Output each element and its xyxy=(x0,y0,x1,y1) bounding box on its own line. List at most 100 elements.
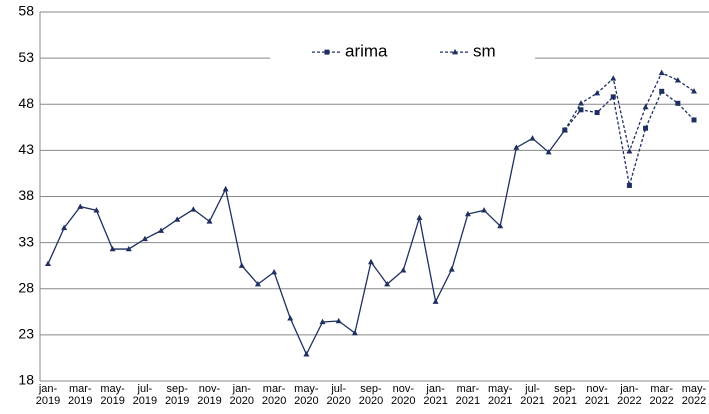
marker xyxy=(222,185,229,192)
x-tick-label-box: jan-2022 xyxy=(617,383,642,407)
marker xyxy=(287,315,294,321)
x-tick-label-box: may-2020 xyxy=(294,383,319,407)
marker xyxy=(675,100,681,106)
x-tick-label-box: may-2021 xyxy=(487,383,513,407)
marker xyxy=(158,227,165,233)
marker xyxy=(610,75,617,81)
x-tick-label-box: nov-2021 xyxy=(584,383,610,407)
x-tick-label-box: may-2022 xyxy=(681,383,707,407)
y-tick-label: 43 xyxy=(18,141,34,157)
y-tick-label: 18 xyxy=(18,372,34,388)
x-tick-label: nov-2020 xyxy=(391,383,416,407)
marker xyxy=(351,329,358,336)
x-tick-label: sep-2019 xyxy=(164,383,190,407)
legend-label: arima xyxy=(345,42,388,61)
x-tick-label: jul-2021 xyxy=(520,383,545,407)
x-tick-label-box: may-2019 xyxy=(100,383,125,407)
x-tick-label: mar-2022 xyxy=(649,383,674,407)
x-tick-label-box: nov-2020 xyxy=(391,383,416,407)
x-tick-label-box: mar-2022 xyxy=(649,383,674,407)
marker xyxy=(45,260,51,267)
x-tick-label: mar-2019 xyxy=(68,383,93,407)
marker xyxy=(448,266,455,272)
y-tick-label: 28 xyxy=(18,279,34,295)
x-tick-label: mar-2021 xyxy=(455,383,481,407)
y-tick-label: 48 xyxy=(18,95,34,111)
legend-label: sm xyxy=(473,42,496,61)
marker xyxy=(384,280,391,287)
marker xyxy=(174,216,181,222)
marker xyxy=(254,280,261,287)
y-tick-label: 38 xyxy=(18,187,34,203)
marker xyxy=(643,125,649,131)
marker xyxy=(109,245,116,252)
x-tick-label: jan-2021 xyxy=(423,383,448,407)
marker xyxy=(432,298,439,304)
marker xyxy=(497,222,504,229)
x-tick-label-box: jan-2021 xyxy=(423,383,448,407)
x-tick-label-box: mar-2021 xyxy=(455,383,481,407)
marker xyxy=(674,77,681,83)
marker xyxy=(691,117,697,123)
x-tick-label-box: jul-2021 xyxy=(520,383,545,407)
marker xyxy=(271,268,278,275)
marker xyxy=(324,49,330,55)
marker xyxy=(125,245,132,252)
marker xyxy=(206,218,213,224)
marker xyxy=(642,103,649,110)
marker xyxy=(335,317,342,324)
y-tick-label: 33 xyxy=(18,233,34,249)
x-tick-label-box: sep-2020 xyxy=(358,383,384,407)
marker xyxy=(626,148,633,154)
x-tick-label: mar-2020 xyxy=(261,383,287,407)
y-tick-label: 23 xyxy=(18,326,34,342)
marker xyxy=(93,207,100,213)
marker xyxy=(658,69,665,76)
marker xyxy=(577,100,584,106)
x-tick-label-box: sep-2019 xyxy=(164,383,190,407)
y-tick-label: 58 xyxy=(18,3,34,19)
x-tick-label: may-2021 xyxy=(487,383,513,407)
x-tick-label: jul-2020 xyxy=(326,383,351,407)
marker xyxy=(303,351,310,357)
series-line xyxy=(564,72,695,154)
marker xyxy=(77,203,84,209)
marker xyxy=(416,214,423,220)
x-tick-label-box: sep-2021 xyxy=(552,383,578,407)
series-line xyxy=(564,90,695,186)
marker xyxy=(141,235,148,242)
marker xyxy=(626,182,632,188)
marker xyxy=(400,267,407,273)
marker xyxy=(610,94,616,100)
marker xyxy=(481,207,488,213)
x-tick-label: may-2022 xyxy=(681,383,707,407)
x-tick-label-box: mar-2020 xyxy=(261,383,287,407)
marker xyxy=(319,318,326,325)
marker xyxy=(238,262,245,268)
x-tick-label-box: jul-2020 xyxy=(326,383,351,407)
marker xyxy=(545,149,552,155)
legend-background xyxy=(270,44,535,73)
x-tick-label: sep-2020 xyxy=(358,383,384,407)
y-tick-label: 53 xyxy=(18,49,34,65)
marker xyxy=(61,224,68,231)
x-tick-label: may-2020 xyxy=(294,383,319,407)
x-tick-label: jan-2022 xyxy=(617,383,642,407)
x-tick-label-box: jul-2019 xyxy=(132,383,158,407)
x-tick-label: nov-2019 xyxy=(197,383,222,407)
x-tick-label-box: jan-2019 xyxy=(36,383,60,407)
marker xyxy=(368,258,374,265)
marker xyxy=(691,88,697,94)
marker xyxy=(464,210,471,217)
x-tick-label-box: mar-2019 xyxy=(68,383,93,407)
x-tick-label: may-2019 xyxy=(100,383,125,407)
x-tick-label: sep-2021 xyxy=(552,383,578,407)
marker xyxy=(513,144,520,150)
marker xyxy=(529,135,536,141)
x-tick-label: jan-2020 xyxy=(229,383,255,407)
marker xyxy=(594,110,600,116)
marker xyxy=(561,126,568,133)
x-tick-label: jul-2019 xyxy=(132,383,158,407)
x-tick-label: nov-2021 xyxy=(584,383,610,407)
